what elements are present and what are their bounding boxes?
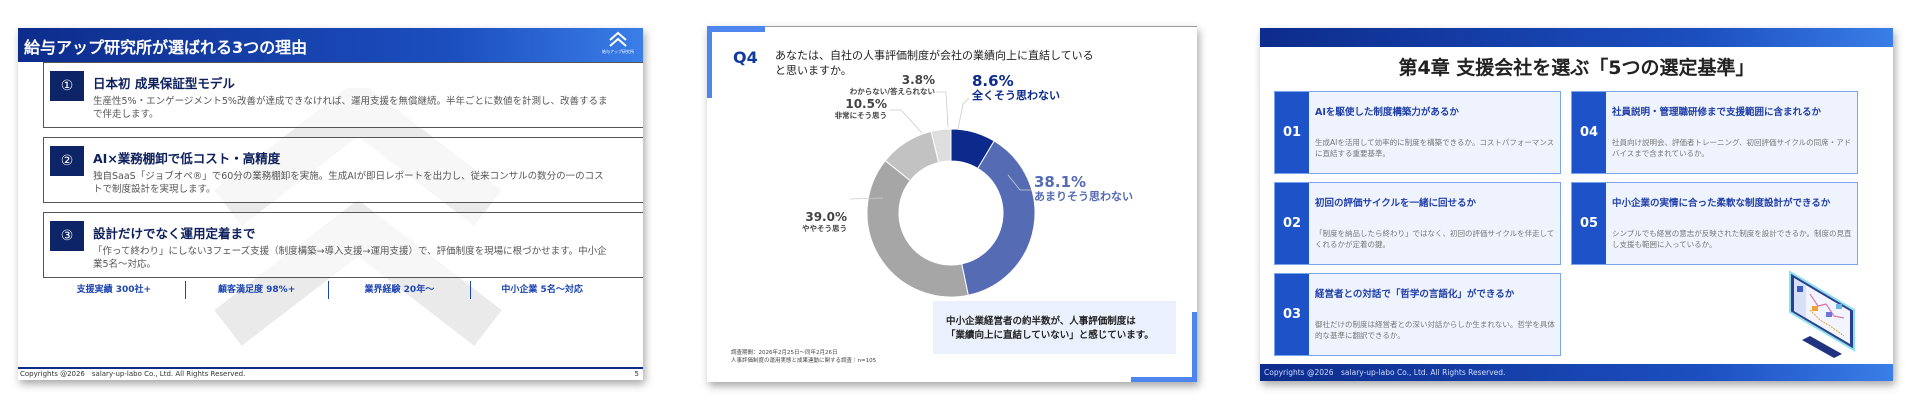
stat-item: 顧客満足度 98%+	[186, 281, 329, 299]
donut-segment	[866, 159, 969, 298]
label-dont-know: 3.8% わからない/答えられない	[849, 73, 935, 97]
donut-segment	[930, 128, 952, 164]
criterion-number: 03	[1275, 274, 1309, 355]
slide-header-band	[1260, 28, 1893, 47]
criterion-title: 社員説明・管理職研修まで支援範囲に含まれるか	[1612, 107, 1822, 118]
donut-segment	[961, 140, 1036, 296]
question-label: Q4	[733, 48, 758, 67]
divider	[765, 26, 1197, 27]
stat-item: 中小企業 5名〜対応	[501, 285, 583, 295]
reason-description: 独自SaaS「ジョブオペ®」で60分の業務棚卸を実施。生成AIが即日レポートを出…	[93, 171, 604, 195]
question-text: あなたは、自社の人事評価制度が会社の業績向上に直結していると思いますか。	[775, 49, 1094, 77]
label-somewhat-agree: 39.0% ややそう思う	[802, 210, 847, 234]
criterion-title: 初回の評価サイクルを一緒に回せるか	[1315, 198, 1477, 209]
criterion-number: 01	[1275, 92, 1309, 173]
criterion-card-5: 05 中小企業の実情に合った柔軟な制度設計ができるか シンプルでも経営の意志が反…	[1571, 182, 1858, 265]
copyright-text: Copyrights @2026 salary-up-labo Co., Ltd…	[1264, 368, 1506, 377]
stats-bar: 支援実績 300社+ 顧客満足度 98%+ 業界経験 20年〜 中小企業 5名〜…	[43, 281, 613, 299]
monitor-illustration-icon	[1789, 270, 1855, 358]
accent-bar	[1192, 312, 1197, 382]
criterion-description: 生成AIを活用して効率的に制度を構築できるか。コストパフォーマンスに直結する重要…	[1315, 138, 1555, 158]
accent-bar	[1131, 377, 1197, 382]
reason-description: 「作って終わり」にしない3フェーズ支援（制度構築→導入支援→運用支援）で、評価制…	[93, 246, 607, 270]
reason-number: ③	[50, 221, 84, 251]
reason-number: ②	[50, 146, 84, 176]
slide-title: 第4章 支援会社を選ぶ「5つの選定基準」	[1398, 57, 1755, 79]
reason-card-2: ② AI×業務棚卸で低コスト・高精度 独自SaaS「ジョブオペ®」で60分の業務…	[43, 137, 643, 203]
key-finding-box: 中小企業経営者の約半数が、人事評価制度は 「業績向上に直結していない」と感じてい…	[933, 301, 1176, 354]
reason-title: 日本初 成果保証型モデル	[93, 76, 235, 91]
criterion-title: AIを駆使した制度構築力があるか	[1315, 107, 1459, 118]
reason-card-1: ① 日本初 成果保証型モデル 生産性5%・エンゲージメント5%改善が達成できなけ…	[43, 62, 643, 128]
reason-title: 設計だけでなく運用定着まで	[93, 226, 256, 241]
criterion-number: 02	[1275, 183, 1309, 264]
criterion-card-3: 03 経営者との対話で「哲学の言語化」ができるか 御社だけの制度は経営者との深い…	[1274, 273, 1561, 356]
slide-selection-criteria[interactable]: 第4章 支援会社を選ぶ「5つの選定基準」 01 AIを駆使した制度構築力があるか…	[1260, 28, 1893, 381]
slide-header: 給与アップ研究所が選ばれる3つの理由 給与アップ研究所	[18, 28, 643, 62]
label-somewhat-disagree: 38.1% あまりそう思わない	[1034, 173, 1133, 204]
slide-survey-q4[interactable]: Q4 あなたは、自社の人事評価制度が会社の業績向上に直結していると思いますか。 …	[707, 26, 1197, 382]
survey-source: 調査期間：2026年2月25日〜同年2月26日 人事評価制度の運用実態と成果連動…	[731, 350, 877, 364]
criterion-description: シンプルでも経営の意志が反映された制度を設計できるか。制度の見直し支援も範囲に入…	[1612, 229, 1852, 249]
criterion-description: 社員向け説明会、評価者トレーニング、初回評価サイクルの同席・アドバイスまで含まれ…	[1612, 138, 1852, 158]
criterion-description: 御社だけの制度は経営者との深い対話からしか生まれない。哲学を具体的な基準に翻訳で…	[1315, 320, 1555, 340]
stat-item: 支援実績 300社+	[43, 281, 186, 299]
criterion-card-1: 01 AIを駆使した制度構築力があるか 生成AIを活用して効率的に制度を構築でき…	[1274, 91, 1561, 174]
slide-footer: Copyrights @2026 salary-up-labo Co., Ltd…	[18, 367, 643, 380]
slide-footer: Copyrights @2026 salary-up-labo Co., Ltd…	[1260, 364, 1893, 381]
criterion-description: 「制度を納品したら終わり」ではなく、初回の評価サイクルを伴走してくれるかが定着の…	[1315, 229, 1555, 249]
criterion-number: 04	[1572, 92, 1606, 173]
criterion-title: 経営者との対話で「哲学の言語化」ができるか	[1315, 289, 1515, 300]
slide-title: 給与アップ研究所が選ばれる3つの理由	[24, 38, 308, 57]
stat-item: 業界経験 20年〜	[329, 281, 472, 299]
criterion-title: 中小企業の実情に合った柔軟な制度設計ができるか	[1612, 198, 1831, 209]
donut-segments	[866, 128, 1036, 298]
donut-chart	[849, 91, 1036, 298]
label-strongly-disagree: 8.6% 全くそう思わない	[972, 72, 1060, 103]
reason-description: 生産性5%・エンゲージメント5%改善が達成できなければ、運用支援を無償継続。半年…	[93, 96, 608, 120]
accent-bar	[707, 26, 712, 98]
chevron-up-logo-icon	[609, 31, 627, 47]
slide-reasons[interactable]: 給与アップ研究所が選ばれる3つの理由 給与アップ研究所 ① 日本初 成果保証型モ…	[18, 28, 643, 380]
reason-title: AI×業務棚卸で低コスト・高精度	[93, 151, 281, 166]
reason-card-3: ③ 設計だけでなく運用定着まで 「作って終わり」にしない3フェーズ支援（制度構築…	[43, 212, 643, 278]
page-number: 5	[634, 370, 639, 378]
company-logo: 給与アップ研究所	[601, 31, 635, 59]
reason-number: ①	[50, 71, 84, 101]
accent-bar	[707, 26, 765, 32]
label-strongly-agree: 10.5% 非常にそう思う	[834, 97, 887, 121]
logo-text: 給与アップ研究所	[602, 49, 634, 54]
copyright-text: Copyrights @2026 salary-up-labo Co., Ltd…	[20, 370, 246, 378]
criterion-number: 05	[1572, 183, 1606, 264]
criterion-card-4: 04 社員説明・管理職研修まで支援範囲に含まれるか 社員向け説明会、評価者トレー…	[1571, 91, 1858, 174]
criterion-card-2: 02 初回の評価サイクルを一緒に回せるか 「制度を納品したら終わり」ではなく、初…	[1274, 182, 1561, 265]
